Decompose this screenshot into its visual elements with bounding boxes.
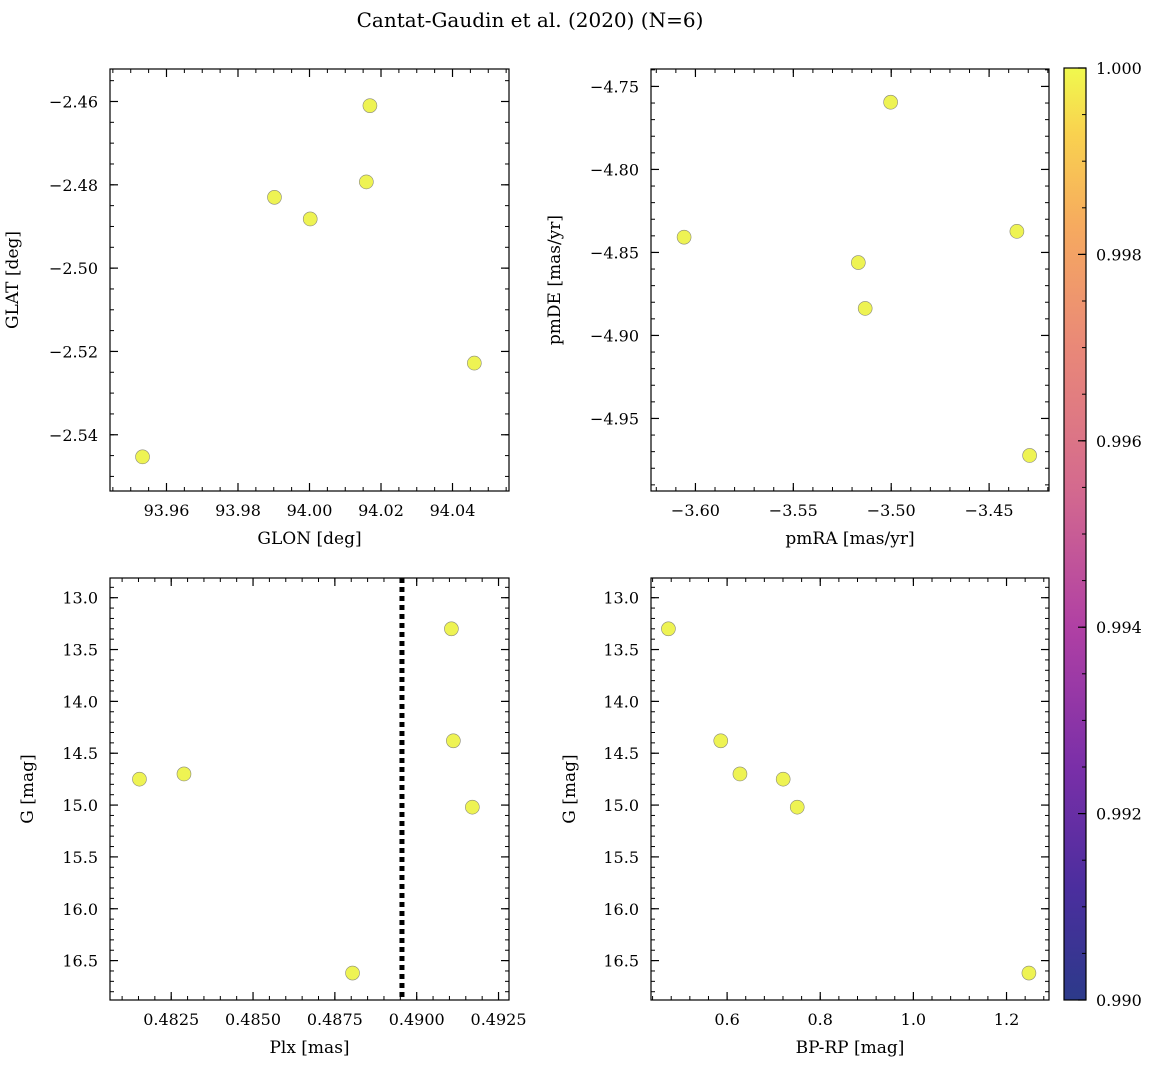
y-tick-label: 16.0 xyxy=(603,900,639,919)
x-tick-label: 93.98 xyxy=(215,501,261,520)
x-tick-label: −3.45 xyxy=(965,501,1014,520)
scatter-point xyxy=(359,174,374,190)
scatter-point xyxy=(1022,448,1037,463)
y-axis-label: pmDE [mas/yr] xyxy=(545,215,565,345)
panel-plx-g: 0.4825 0.4850 0.4875 0.4900 0.4925 13.0 13.5 14… xyxy=(18,577,527,1058)
y-axis-label: G [mag] xyxy=(560,754,580,823)
y-tick-label: 13.5 xyxy=(603,641,639,660)
y-tick-label: 16.5 xyxy=(62,952,98,971)
colorbar-tick-label: 0.996 xyxy=(1096,432,1142,451)
scatter-point xyxy=(1009,224,1025,239)
scatter-point xyxy=(661,621,676,637)
y-axis-label: G [mag] xyxy=(18,754,38,823)
y-tick-label: 16.5 xyxy=(603,952,639,971)
y-tick-label: −2.50 xyxy=(49,259,98,278)
y-tick-label: 16.0 xyxy=(62,900,98,919)
y-tick-label: −2.52 xyxy=(49,342,98,361)
y-tick-label: 15.5 xyxy=(62,848,98,867)
panel-bprp-g: 0.6 0.8 1.0 1.2 13.0 13.5 14.0 14.5 15.0 15.5 16.0… xyxy=(560,577,1050,1058)
scatter-point xyxy=(775,771,791,787)
colorbar-gradient xyxy=(1064,68,1086,1000)
x-tick-label: 0.4850 xyxy=(225,1010,281,1029)
x-tick-label: 94.02 xyxy=(358,501,404,520)
scatter-point xyxy=(883,94,898,110)
scatter-point xyxy=(135,449,150,465)
scatter-point xyxy=(302,211,318,227)
x-tick-label: 0.4925 xyxy=(471,1010,527,1029)
y-tick-label: −4.95 xyxy=(590,409,639,428)
x-axis-label: BP-RP [mag] xyxy=(796,1038,905,1058)
y-tick-label: 13.0 xyxy=(603,589,639,608)
scatter-point xyxy=(345,965,360,981)
y-axis-label: GLAT [deg] xyxy=(3,231,23,329)
y-tick-label: 13.5 xyxy=(62,641,98,660)
y-tick-label: −2.46 xyxy=(49,92,98,111)
x-tick-label: 0.4900 xyxy=(389,1010,445,1029)
scatter-point xyxy=(732,766,748,782)
y-tick-label: 15.5 xyxy=(603,848,639,867)
panel-pmra-pmde: −3.60 −3.55 −3.50 −3.45 −4.75 −4.80 −4.85 −4.90… xyxy=(545,68,1050,549)
colorbar-tick-label: 1.000 xyxy=(1096,59,1142,78)
y-tick-label: −4.80 xyxy=(590,160,639,179)
scatter-point xyxy=(132,771,147,787)
x-tick-label: 94.00 xyxy=(287,501,333,520)
colorbar-tick-label: 0.992 xyxy=(1096,805,1142,824)
figure-title: Cantat-Gaudin et al. (2020) (N=6) xyxy=(357,8,704,32)
x-tick-label: 94.04 xyxy=(430,501,476,520)
colorbar-tick-label: 0.990 xyxy=(1096,991,1142,1010)
y-tick-label: −4.85 xyxy=(590,243,639,262)
axes-frame xyxy=(650,68,1050,492)
x-axis-label: GLON [deg] xyxy=(257,529,361,549)
scatter-point xyxy=(465,799,480,815)
scatter-point xyxy=(676,229,692,245)
scatter-point xyxy=(713,733,729,749)
colorbar: 0.990 0.992 0.994 0.996 0.998 1.000 xyxy=(1063,59,1142,1010)
y-tick-label: −4.90 xyxy=(590,326,639,345)
x-tick-label: −3.55 xyxy=(769,501,818,520)
y-tick-label: 14.0 xyxy=(603,692,639,711)
scatter-point xyxy=(267,190,282,205)
x-tick-label: 0.8 xyxy=(808,1010,833,1029)
x-axis-label: Plx [mas] xyxy=(269,1038,349,1058)
axes-frame xyxy=(109,68,510,492)
x-tick-label: 1.2 xyxy=(994,1010,1019,1029)
colorbar-tick-label: 0.994 xyxy=(1096,618,1142,637)
x-tick-label: 93.96 xyxy=(144,501,190,520)
x-tick-label: 1.0 xyxy=(901,1010,926,1029)
y-tick-label: 15.0 xyxy=(603,796,639,815)
x-tick-label: −3.60 xyxy=(671,501,720,520)
x-tick-label: 0.6 xyxy=(714,1010,739,1029)
y-tick-label: 14.5 xyxy=(603,744,639,763)
y-tick-label: −4.75 xyxy=(590,77,639,96)
scatter-point xyxy=(851,255,866,270)
x-tick-label: 0.4875 xyxy=(307,1010,363,1029)
axes-frame xyxy=(650,577,1050,1001)
panel-glon-glat: 93.96 93.98 94.00 94.02 94.04 −2.46 −2.48 −2.50… xyxy=(3,68,510,549)
x-tick-label: 0.4825 xyxy=(143,1010,199,1029)
x-tick-label: −3.50 xyxy=(867,501,916,520)
scatter-point xyxy=(176,766,192,782)
x-axis-label: pmRA [mas/yr] xyxy=(785,529,914,549)
scatter-point xyxy=(362,98,378,113)
scatter-point xyxy=(446,733,461,749)
scatter-point xyxy=(789,799,805,815)
scatter-point xyxy=(444,621,459,637)
y-tick-label: −2.54 xyxy=(49,426,98,445)
scatter-point xyxy=(857,301,873,316)
y-tick-label: 15.0 xyxy=(62,796,98,815)
y-tick-label: 13.0 xyxy=(62,589,98,608)
scatter-point xyxy=(1021,965,1037,981)
scatter-point xyxy=(467,355,482,371)
y-tick-label: 14.5 xyxy=(62,744,98,763)
y-tick-label: −2.48 xyxy=(49,176,98,195)
colorbar-tick-label: 0.998 xyxy=(1096,245,1142,264)
y-tick-label: 14.0 xyxy=(62,692,98,711)
axes-frame xyxy=(109,577,510,1001)
